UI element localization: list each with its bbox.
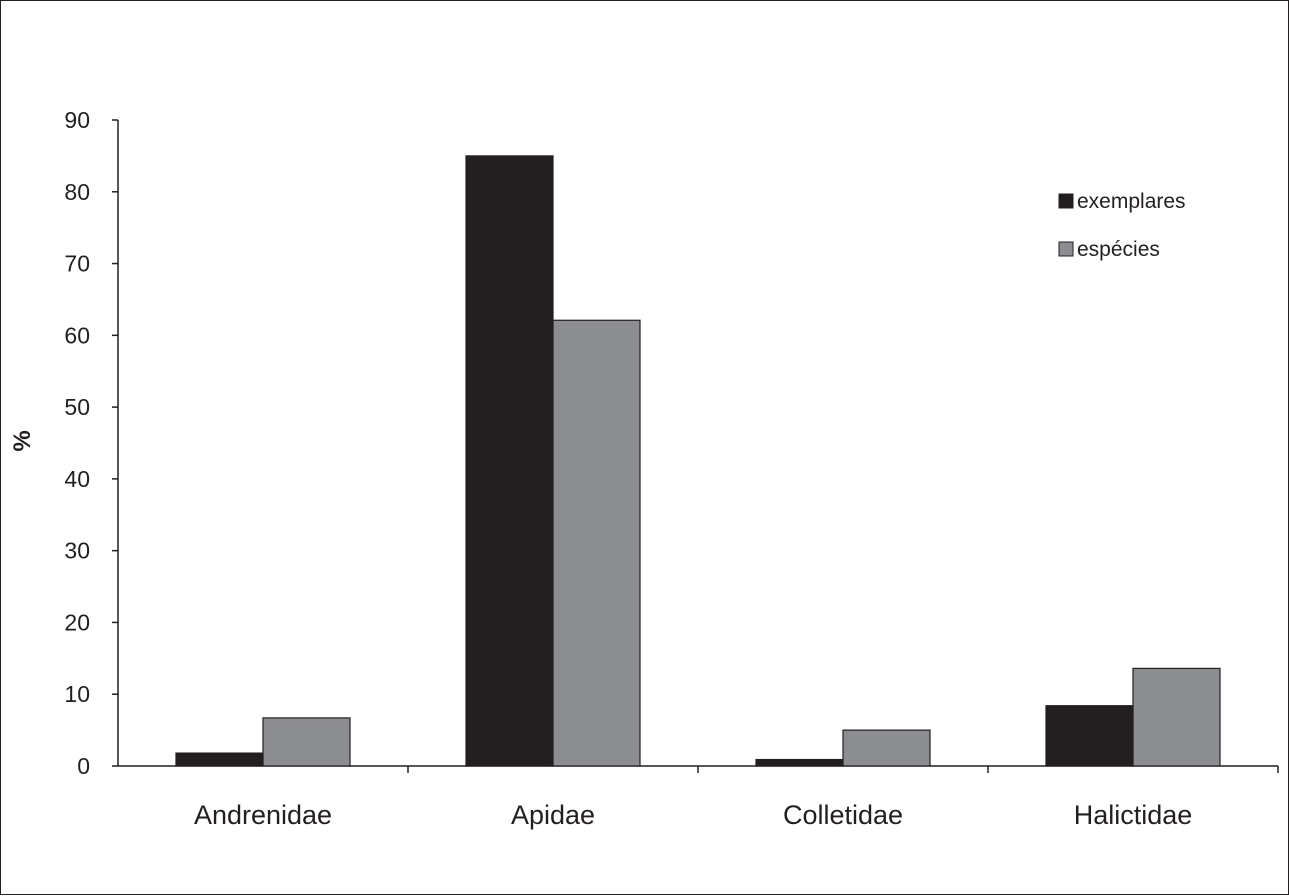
bar-espécies-Apidae: [552, 319, 641, 767]
bar-espécies-Andrenidae: [262, 717, 351, 767]
bar-espécies-Halictidae: [1132, 667, 1221, 767]
bar-exemplares-Apidae: [465, 155, 554, 767]
x-tick-label: Apidae: [511, 800, 595, 830]
legend-label-espécies: espécies: [1077, 238, 1160, 261]
bars: [175, 155, 1221, 767]
x-tick-label: Andrenidae: [194, 800, 332, 830]
bar-exemplares-Colletidae: [755, 758, 844, 767]
bar-exemplares-Andrenidae: [175, 752, 264, 767]
legend: exemplares espécies: [1058, 190, 1186, 261]
y-tick-label: 10: [64, 681, 90, 707]
bar-espécies-Colletidae: [842, 729, 931, 767]
legend-label-exemplares: exemplares: [1077, 190, 1186, 213]
y-tick-label: 70: [64, 251, 90, 277]
y-tick-label: 50: [64, 394, 90, 420]
axes: 0 10 20 30 40 50 60 70 80 90 Andrenidae Apidae Colle…: [64, 107, 1279, 830]
y-tick-label: 20: [64, 609, 90, 635]
y-tick-label: 0: [77, 753, 90, 779]
legend-swatch-espécies: [1058, 241, 1074, 257]
y-tick-label: 80: [64, 179, 90, 205]
y-tick-label: 90: [64, 107, 90, 133]
y-axis-label: %: [9, 430, 36, 451]
y-tick-label: 40: [64, 466, 90, 492]
x-tick-label: Colletidae: [783, 800, 903, 830]
x-tick-label: Halictidae: [1074, 800, 1193, 830]
bar-exemplares-Halictidae: [1045, 705, 1134, 767]
legend-swatch-exemplares: [1058, 193, 1074, 209]
axis-labels: %: [9, 430, 36, 451]
y-tick-label: 30: [64, 538, 90, 564]
y-tick-label: 60: [64, 322, 90, 348]
